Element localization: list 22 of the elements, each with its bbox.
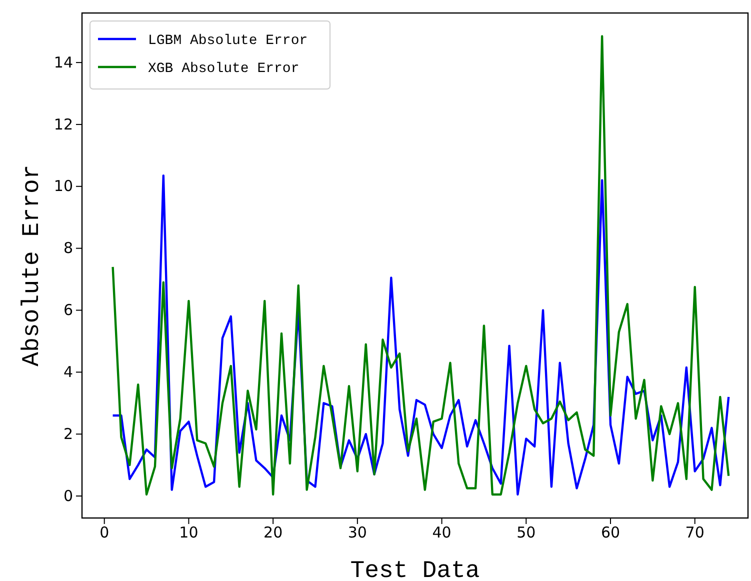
x-tick-label: 0 bbox=[100, 524, 110, 542]
x-tick-label: 30 bbox=[348, 524, 367, 542]
x-tick-label: 20 bbox=[264, 524, 283, 542]
line-series bbox=[112, 35, 730, 496]
y-tick-label: 12 bbox=[54, 115, 73, 134]
y-tick-label: 4 bbox=[63, 362, 73, 381]
x-axis-title: Test Data bbox=[350, 558, 480, 581]
line-series bbox=[112, 174, 730, 496]
x-tick-label: 70 bbox=[685, 524, 704, 542]
legend-label: LGBM Absolute Error bbox=[148, 33, 308, 49]
y-tick-label: 10 bbox=[54, 177, 73, 196]
x-tick-label: 10 bbox=[179, 524, 198, 542]
y-tick-label: 6 bbox=[63, 301, 73, 320]
y-tick-label: 8 bbox=[63, 239, 73, 258]
x-tick-label: 50 bbox=[516, 524, 536, 542]
x-tick-label: 60 bbox=[600, 524, 620, 542]
y-axis-title: Absolute Error bbox=[19, 164, 46, 366]
x-tick-label: 40 bbox=[432, 524, 452, 542]
y-tick-label: 2 bbox=[63, 424, 73, 443]
y-tick-label: 14 bbox=[54, 53, 73, 72]
legend-label: XGB Absolute Error bbox=[148, 61, 300, 77]
y-tick-label: 0 bbox=[63, 486, 73, 505]
